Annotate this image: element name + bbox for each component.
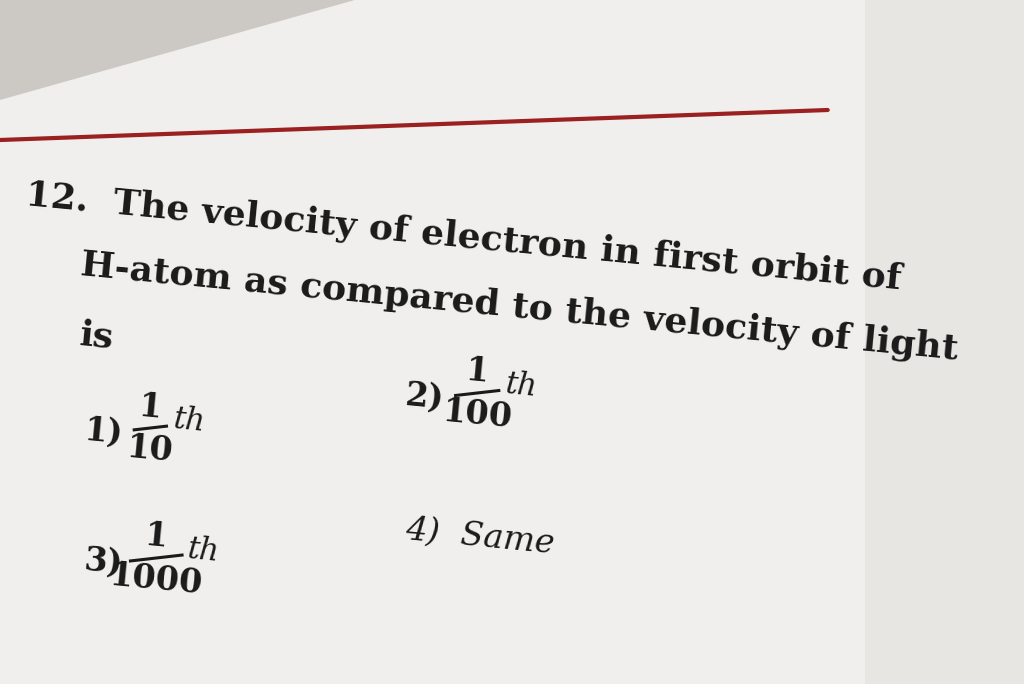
- Text: 2): 2): [403, 378, 445, 415]
- Text: 3): 3): [83, 544, 125, 580]
- Text: 1: 1: [143, 519, 169, 555]
- FancyBboxPatch shape: [0, 0, 865, 684]
- Polygon shape: [0, 0, 354, 100]
- Text: 12.  The velocity of electron in first orbit of: 12. The velocity of electron in first or…: [24, 178, 902, 296]
- Text: 1: 1: [464, 354, 490, 390]
- Text: 100: 100: [440, 395, 514, 435]
- Text: H-atom as compared to the velocity of light: H-atom as compared to the velocity of li…: [79, 248, 959, 367]
- Text: 10: 10: [126, 432, 175, 469]
- Text: is: is: [79, 318, 116, 355]
- Text: 1: 1: [137, 391, 164, 425]
- Text: 4)  Same: 4) Same: [403, 514, 556, 560]
- Text: th: th: [186, 535, 221, 568]
- Text: 1): 1): [83, 414, 125, 450]
- Text: th: th: [172, 404, 207, 438]
- Text: 1000: 1000: [109, 559, 205, 601]
- Text: th: th: [504, 369, 539, 404]
